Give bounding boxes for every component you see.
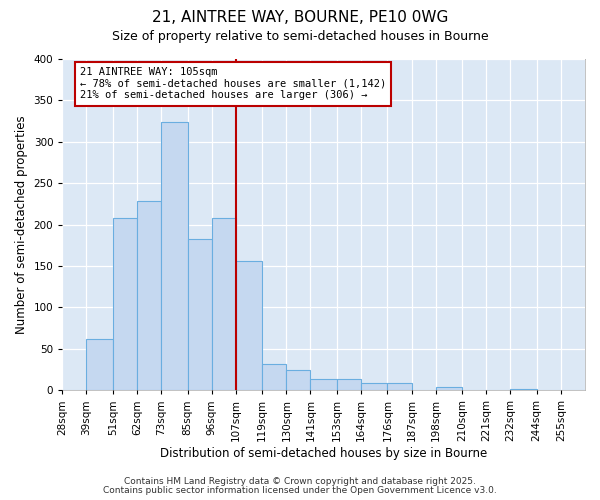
Bar <box>212 218 236 390</box>
Bar <box>436 387 462 390</box>
Text: Contains HM Land Registry data © Crown copyright and database right 2025.: Contains HM Land Registry data © Crown c… <box>124 477 476 486</box>
Bar <box>137 200 161 390</box>
Bar <box>86 339 113 390</box>
Y-axis label: Number of semi-detached properties: Number of semi-detached properties <box>15 116 28 334</box>
Text: 21 AINTREE WAY: 105sqm
← 78% of semi-detached houses are smaller (1,142)
21% of : 21 AINTREE WAY: 105sqm ← 78% of semi-det… <box>80 68 386 100</box>
Bar <box>262 364 286 390</box>
Bar <box>310 378 337 390</box>
Bar <box>113 218 137 390</box>
Text: Contains public sector information licensed under the Open Government Licence v3: Contains public sector information licen… <box>103 486 497 495</box>
Bar <box>286 370 310 390</box>
X-axis label: Distribution of semi-detached houses by size in Bourne: Distribution of semi-detached houses by … <box>160 447 487 460</box>
Text: Size of property relative to semi-detached houses in Bourne: Size of property relative to semi-detach… <box>112 30 488 43</box>
Bar <box>388 383 412 390</box>
Text: 21, AINTREE WAY, BOURNE, PE10 0WG: 21, AINTREE WAY, BOURNE, PE10 0WG <box>152 10 448 25</box>
Bar <box>188 238 212 390</box>
Bar <box>337 378 361 390</box>
Bar <box>361 383 388 390</box>
Bar <box>161 122 188 390</box>
Bar <box>511 388 536 390</box>
Bar <box>236 261 262 390</box>
